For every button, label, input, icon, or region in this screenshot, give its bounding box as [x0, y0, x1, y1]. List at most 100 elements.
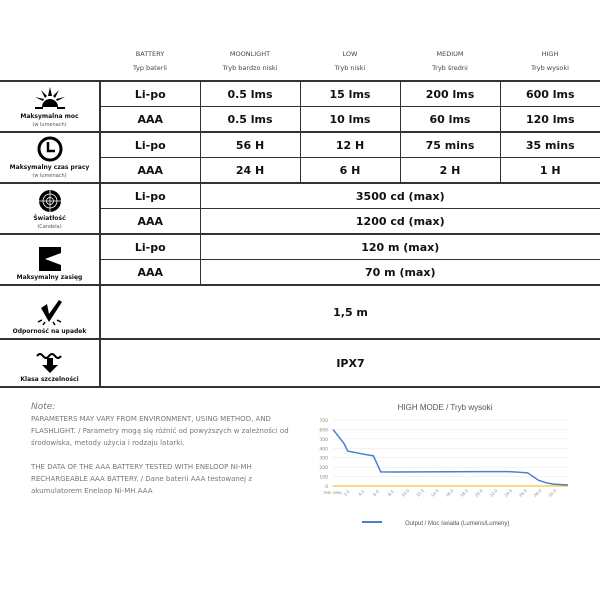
header-pl: Tryb niski [334, 64, 366, 72]
header-pl: Typ baterii [133, 64, 167, 72]
cell: 6 H [299, 157, 401, 184]
y-tick-label: 300 [319, 456, 328, 462]
cell: AAA [100, 157, 201, 184]
x-tick-label: 26.0 [518, 488, 528, 498]
water-arrow-icon [35, 353, 62, 373]
header-en: HIGH [541, 50, 559, 58]
sun-burst-icon [34, 87, 65, 109]
cell: 15 lms [299, 80, 401, 107]
cell: 70 m (max) [199, 259, 600, 286]
x-tick-label: 10.0 [400, 488, 410, 498]
note-paragraph: PARAMETERS MAY VARY FROM ENVIRONMENT, US… [31, 415, 289, 447]
clock-icon [37, 136, 62, 162]
intensity-label: Światłość (Candela) [0, 182, 101, 235]
table-row: Światłość (Candela) Li-po 3500 cd (max) [0, 182, 600, 235]
cell: AAA [100, 259, 201, 286]
x-tick-label: 22.0 [489, 488, 499, 498]
header-medium: MEDIUM Tryb średni [400, 47, 500, 75]
x-tick-label: 30.0 [547, 488, 557, 498]
y-tick-label: 600 [319, 427, 328, 433]
note-title: Note: [31, 402, 56, 412]
label-text: Światłość [33, 215, 66, 222]
label-text: Maksymalny czas pracy [9, 164, 90, 171]
cell: IPX7 [99, 338, 600, 388]
header-en: BATTERY [135, 50, 165, 58]
label-sub: (w lumenach) [32, 173, 67, 179]
cell: 0.5 lms [199, 106, 301, 133]
target-icon [38, 190, 61, 212]
label-text: Odporność na upadek [12, 328, 87, 335]
cell: 1200 cd (max) [199, 208, 600, 235]
header-en: MOONLIGHT [229, 50, 271, 58]
y-tick-label: 400 [319, 446, 328, 452]
header-en: MEDIUM [436, 50, 464, 58]
header-en: LOW [342, 50, 358, 58]
x-tick-label: 12.0 [415, 488, 425, 498]
cell: 600 lms [499, 80, 600, 107]
x-tick-label: 18.0 [459, 488, 469, 498]
impact-label: Odporność na upadek [0, 284, 101, 340]
header-battery: BATTERY Typ baterii [100, 47, 200, 75]
range-label: Maksymalny zasięg [0, 233, 101, 286]
header-high: HIGH Tryb wysoki [500, 47, 600, 75]
header-moonlight: MOONLIGHT Tryb bardzo niski [200, 47, 300, 75]
power-label: Maksymalna moc (w lumenach) [0, 80, 101, 133]
cell: 120 m (max) [199, 233, 600, 260]
x-tick-label: 8.0 [387, 489, 395, 497]
cell: 12 H [299, 131, 401, 158]
cell: AAA [100, 208, 201, 235]
chart-title: HIGH MODE / Tryb wysoki [398, 403, 493, 412]
x-tick-label: 2.0 [343, 489, 351, 497]
cell: 56 H [199, 131, 301, 158]
high-mode-chart: HIGH MODE / Tryb wysoki 0 100 200 300 400 500… [319, 403, 569, 527]
table-row: Maksymalny zasięg Li-po 120 m (max) [0, 233, 600, 286]
beam-icon [38, 247, 61, 271]
table-row: Maksymalny czas pracy (w lumenach) Li-po 5… [0, 131, 600, 184]
cell: 120 lms [499, 106, 600, 133]
header-low: LOW Tryb niski [300, 47, 400, 75]
cell: AAA [100, 106, 201, 133]
y-tick-label: 500 [319, 437, 328, 443]
note: Note: PARAMETERS MAY VARY FROM ENVIRONME… [31, 401, 296, 497]
x-tick-label: 28.0 [533, 488, 543, 498]
legend-label: Output / Moc światła (Lumens/Lumeny) [405, 521, 509, 527]
y-tick-label: 100 [319, 475, 328, 481]
table-row: Odporność na upadek 1,5 m [0, 284, 600, 340]
cell: 1,5 m [99, 284, 600, 340]
cell: 0.5 lms [199, 80, 301, 107]
spec-table: Maksymalna moc (w lumenach) Li-po 0.5 lms 1… [0, 80, 600, 388]
header-pl: Tryb wysoki [531, 64, 569, 72]
y-tick-label: 200 [319, 465, 328, 471]
label-sub: (w lumenach) [32, 122, 67, 128]
cell: Li-po [99, 131, 201, 158]
cell: 60 lms [399, 106, 501, 133]
cell: 10 lms [299, 106, 401, 133]
header-pl: Tryb bardzo niski [222, 64, 278, 72]
label-text: Klasa szczelności [20, 376, 79, 383]
cell: 2 H [399, 157, 501, 184]
cell: 1 H [499, 157, 600, 184]
table-row: Klasa szczelności IPX7 [0, 338, 600, 388]
y-tick-label: 700 [319, 418, 328, 424]
x-tick-label: 6.0 [372, 489, 380, 497]
cell: 3500 cd (max) [199, 182, 600, 209]
x-tick-label: 24.0 [503, 488, 513, 498]
x-tick-label: 16.0 [445, 488, 455, 498]
x-tick-label: 20.0 [474, 488, 484, 498]
label-text: Maksymalna moc [20, 113, 79, 120]
table-row: AAA 0.5 lms 10 lms 60 lms 120 lms [0, 106, 600, 133]
note-paragraph: THE DATA OF THE AAA BATTERY TESTED WITH … [31, 463, 252, 495]
cell: 35 mins [499, 131, 600, 158]
cell: Li-po [99, 80, 201, 107]
impact-check-icon [37, 300, 62, 326]
cell: 75 mins [399, 131, 501, 158]
label-sub: (Candela) [37, 224, 62, 230]
x-tick-label: 14.0 [430, 488, 440, 498]
output-line [332, 428, 569, 486]
label-text: Maksymalny zasięg [16, 274, 83, 281]
runtime-label: Maksymalny czas pracy (w lumenach) [0, 131, 101, 184]
waterproof-label: Klasa szczelności [0, 338, 101, 388]
cell: Li-po [99, 233, 201, 260]
x-axis-label: TIME (MIN) [322, 491, 343, 495]
